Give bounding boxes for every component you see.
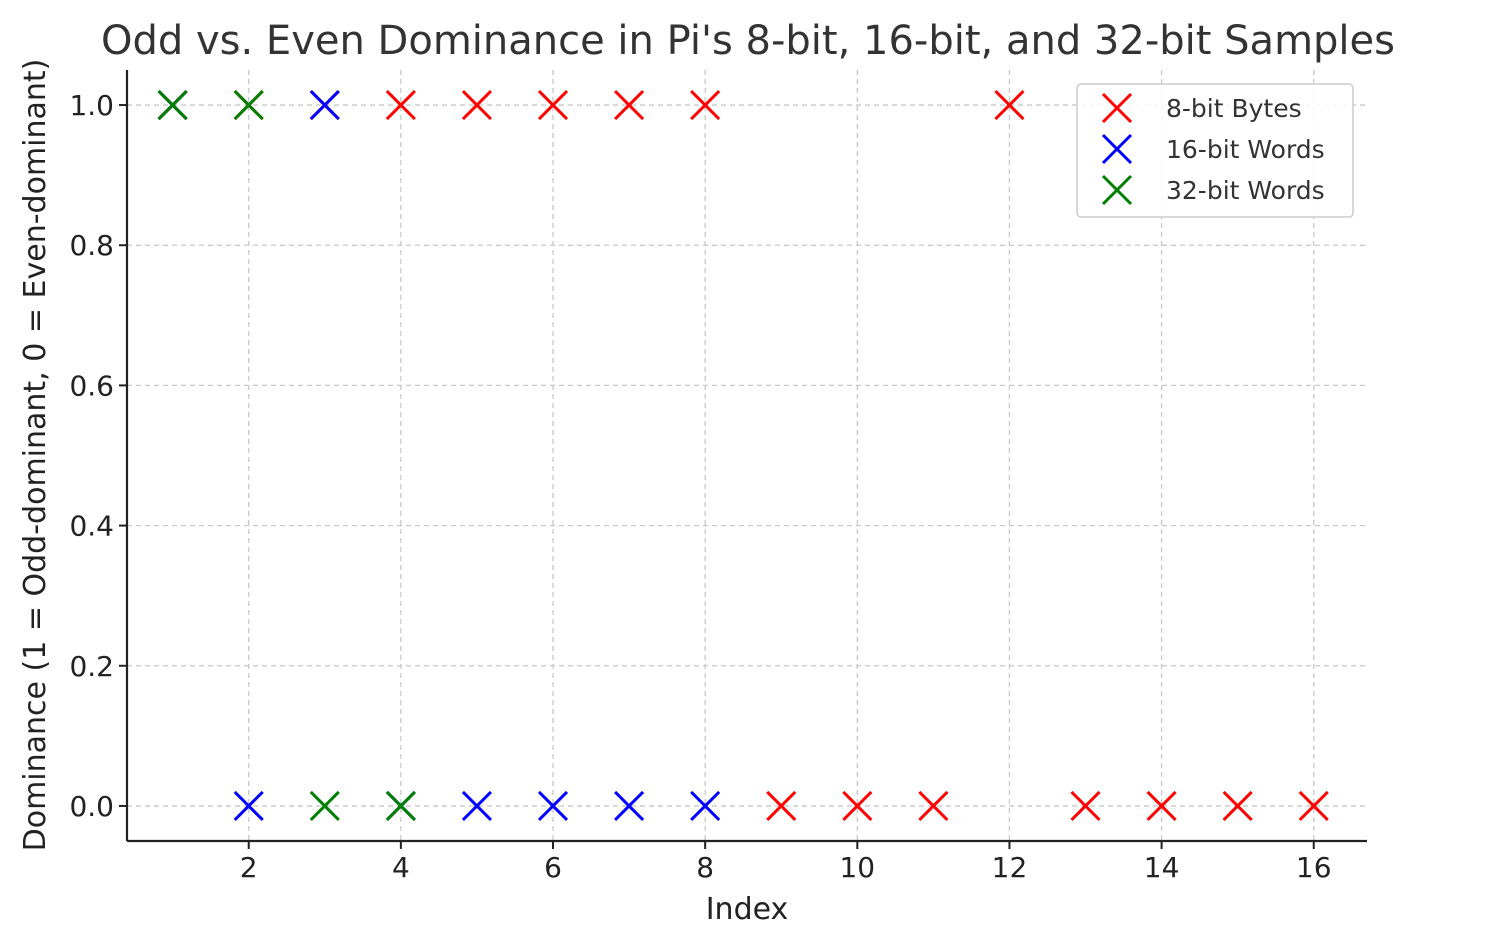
data-point-series-2 [537,790,569,822]
x-tick-label: 16 [1296,851,1332,884]
legend-marker-series-3 [1101,174,1133,206]
data-point-series-1 [994,89,1025,121]
data-point-series-2 [690,790,721,822]
x-tick-label: 6 [544,851,562,884]
x-tick-label: 14 [1144,851,1180,884]
legend-marker-series-1 [1101,92,1133,124]
data-point-series-2 [309,89,340,121]
x-tick-label: 8 [696,851,714,884]
chart-title: Odd vs. Even Dominance in Pi's 8-bit, 16… [101,18,1395,64]
y-tick-label: 0.2 [69,650,114,683]
data-point-series-1 [918,790,949,822]
data-point-series-2 [461,790,492,822]
data-point-series-1 [537,89,569,121]
legend-label-series-1: 8-bit Bytes [1166,94,1302,123]
y-tick-label: 0.0 [69,790,114,823]
y-tick-label: 0.4 [69,510,114,543]
data-point-series-3 [157,89,188,121]
x-tick-label: 12 [992,851,1028,884]
data-point-series-1 [1298,790,1329,822]
legend: 8-bit Bytes 16-bit Words 32-bit Words [1076,83,1354,218]
x-axis-label: Index [706,892,789,927]
data-point-series-1 [1146,790,1177,822]
data-point-series-2 [233,790,264,822]
data-point-series-1 [385,89,416,121]
legend-box [1076,83,1354,218]
data-point-series-1 [842,790,873,822]
data-point-series-1 [766,790,797,822]
y-axis-label: Dominance (1 = Odd-dominant, 0 = Even-do… [18,59,53,852]
data-point-series-1 [690,89,721,121]
legend-label-series-3: 32-bit Words [1166,176,1325,205]
data-points [157,89,1329,822]
y-tick-label: 0.6 [69,369,114,402]
x-tick-label: 4 [392,851,410,884]
data-point-series-2 [614,790,645,822]
x-tick-label: 10 [839,851,875,884]
data-point-series-3 [233,89,264,121]
data-point-series-1 [1070,790,1101,822]
data-point-series-1 [614,89,645,121]
data-point-series-3 [309,790,340,822]
axis-ticks: 2 4 6 8 10 12 14 16 0.0 0.2 0.4 0.6 0.8 1.0 [69,89,1331,884]
y-tick-label: 1.0 [69,89,114,122]
data-point-series-3 [385,790,416,822]
data-point-series-1 [1222,790,1253,822]
data-point-series-1 [461,89,492,121]
y-tick-label: 0.8 [69,229,114,262]
x-tick-label: 2 [240,851,258,884]
legend-marker-series-2 [1101,133,1133,165]
legend-label-series-2: 16-bit Words [1166,135,1325,164]
